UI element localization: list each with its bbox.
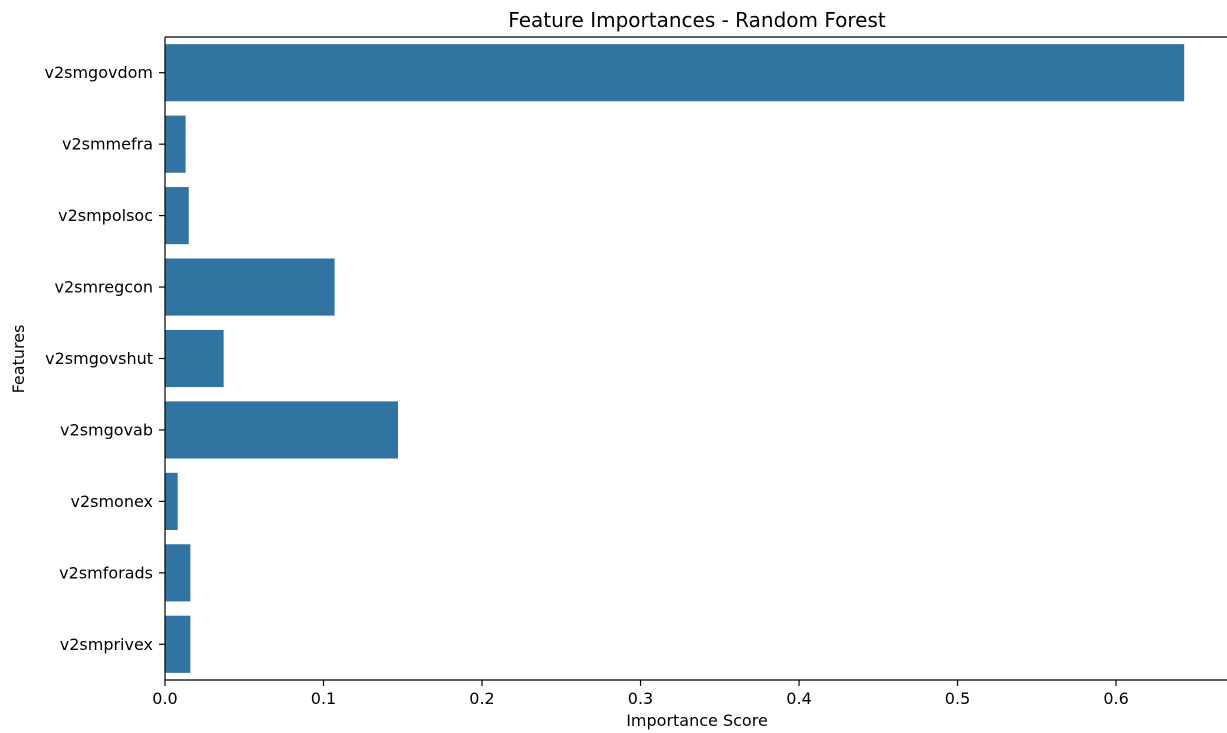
y-tick-label: v2smforads	[59, 563, 153, 582]
x-axis-label: Importance Score	[626, 711, 768, 730]
bar-v2smmefra	[165, 115, 186, 173]
x-tick-label: 0.6	[1103, 689, 1128, 708]
y-tick-label: v2smgovab	[60, 420, 153, 439]
x-tick-label: 0.1	[311, 689, 336, 708]
y-tick-label: v2smpolsoc	[58, 206, 153, 225]
y-tick-label: v2smonex	[70, 492, 153, 511]
bar-v2smpolsoc	[165, 187, 189, 245]
x-axis-ticks: 0.0 0.1 0.2 0.3 0.4 0.5 0.6	[152, 680, 1129, 708]
x-tick-label: 0.3	[628, 689, 653, 708]
axes-frame	[164, 36, 1227, 681]
chart-title: Feature Importances - Random Forest	[508, 8, 886, 32]
bar-v2smgovdom	[165, 44, 1185, 102]
bar-v2smprivex	[165, 615, 191, 673]
x-tick-label: 0.5	[945, 689, 970, 708]
bar-v2smforads	[165, 544, 191, 602]
y-tick-label: v2smmefra	[62, 135, 153, 154]
bar-v2smonex	[165, 472, 178, 530]
bars-group	[165, 44, 1185, 673]
bar-v2smgovab	[165, 401, 399, 459]
x-tick-label: 0.4	[786, 689, 811, 708]
y-axis-label: Features	[9, 325, 28, 394]
x-tick-label: 0.0	[152, 689, 177, 708]
y-axis-ticks: v2smgovdom v2smmefra v2smpolsoc v2smregcon v…	[44, 63, 165, 654]
bar-v2smregcon	[165, 258, 335, 316]
x-tick-label: 0.2	[469, 689, 494, 708]
y-tick-label: v2smgovshut	[45, 349, 153, 368]
y-tick-label: v2smgovdom	[44, 63, 153, 82]
y-tick-label: v2smregcon	[54, 278, 153, 297]
bar-v2smgovshut	[165, 329, 224, 388]
y-tick-label: v2smprivex	[60, 635, 153, 654]
